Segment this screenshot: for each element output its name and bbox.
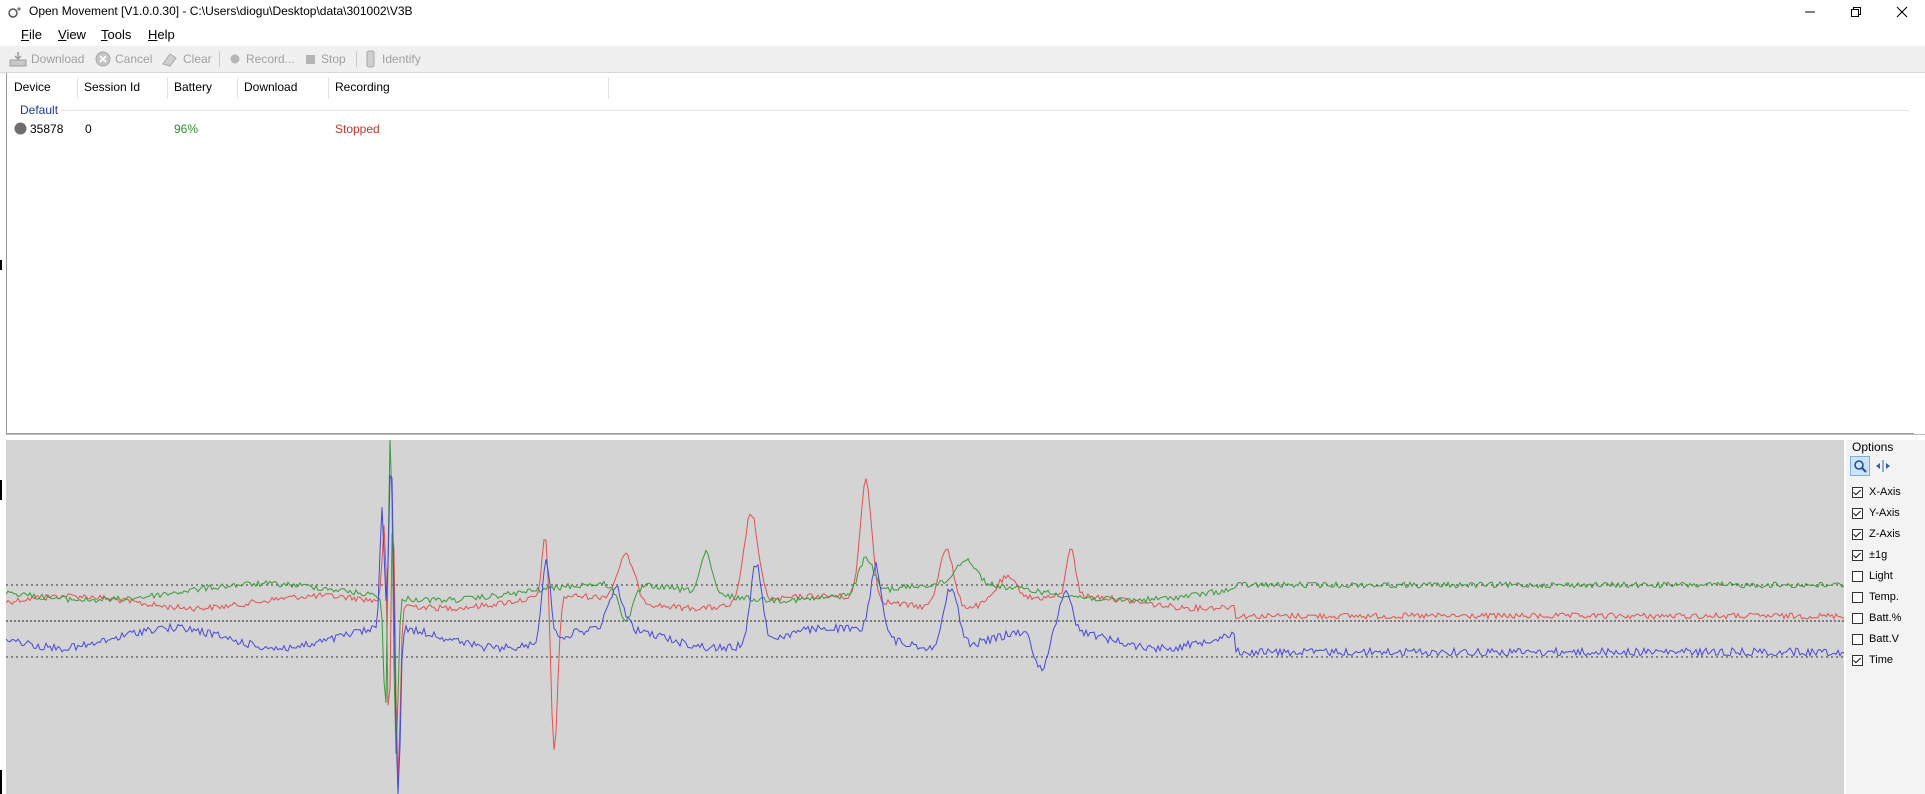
- clear-button[interactable]: Clear: [161, 50, 212, 68]
- pan-tool-button[interactable]: [1873, 456, 1893, 476]
- light-checkbox[interactable]: [1852, 570, 1863, 582]
- y-axis-trace: [6, 440, 1844, 754]
- restore-button[interactable]: [1833, 0, 1879, 24]
- close-icon: [1896, 6, 1908, 18]
- option-1g[interactable]: ±1g: [1852, 547, 1887, 563]
- stop-button[interactable]: Stop: [303, 50, 346, 68]
- x-axis-checkbox[interactable]: [1852, 486, 1863, 498]
- record-icon: [230, 54, 240, 64]
- eraser-icon: [162, 53, 177, 67]
- device-status-icon: [14, 122, 27, 135]
- toolbar-separator: [219, 51, 220, 67]
- accelerometer-graph[interactable]: [6, 440, 1844, 794]
- option-temp[interactable]: Temp.: [1852, 589, 1899, 605]
- minimize-button[interactable]: [1787, 0, 1833, 24]
- z-axis-checkbox[interactable]: [1852, 528, 1863, 540]
- window-left-edge: [0, 73, 3, 794]
- menu-help[interactable]: Help: [148, 27, 175, 42]
- recording-status-cell: Stopped: [335, 122, 380, 136]
- left-edge-mark: [0, 480, 2, 500]
- temp-checkbox[interactable]: [1852, 591, 1863, 603]
- battery-cell: 96%: [174, 122, 199, 136]
- device-icon: [366, 50, 375, 68]
- time-checkbox[interactable]: [1852, 654, 1863, 666]
- column-header-recording[interactable]: Recording: [335, 80, 390, 94]
- left-edge-mark: [0, 260, 2, 270]
- option-batt-percent[interactable]: Batt.%: [1852, 610, 1901, 626]
- download-button[interactable]: Download: [9, 50, 84, 68]
- stop-icon: [306, 55, 315, 64]
- option-batt-v[interactable]: Batt.V: [1852, 631, 1899, 647]
- device-list: Device Session Id Battery Download Recor…: [6, 73, 1914, 434]
- option-time[interactable]: Time: [1852, 652, 1893, 668]
- option-y-axis[interactable]: Y-Axis: [1852, 505, 1900, 521]
- column-header-battery[interactable]: Battery: [174, 80, 213, 94]
- column-divider[interactable]: [608, 77, 609, 99]
- record-button[interactable]: Record...: [228, 50, 295, 68]
- options-title: Options: [1852, 440, 1894, 454]
- column-divider[interactable]: [237, 77, 238, 99]
- accelerometer-plot: [6, 440, 1844, 794]
- open-movement-app-icon: [8, 7, 21, 18]
- panel-splitter[interactable]: [6, 434, 1925, 441]
- left-edge-mark: [0, 770, 2, 794]
- download-icon: [9, 52, 27, 67]
- batt-percent-checkbox[interactable]: [1852, 612, 1863, 624]
- toolbar: Download Cancel Clear Record... Stop Ide…: [0, 46, 1925, 73]
- horizontal-pan-icon: [1876, 460, 1890, 472]
- options-panel: Options X-Axis Y-Axis Z-Axis ±1g Light T…: [1846, 440, 1925, 794]
- group-divider: [61, 110, 1909, 111]
- group-label-default[interactable]: Default: [20, 103, 59, 117]
- batt-v-checkbox[interactable]: [1852, 633, 1863, 645]
- option-x-axis[interactable]: X-Axis: [1852, 484, 1901, 500]
- 1g-checkbox[interactable]: [1852, 549, 1863, 561]
- z-axis-trace: [6, 474, 1844, 794]
- option-light[interactable]: Light: [1852, 568, 1893, 584]
- column-divider[interactable]: [167, 77, 168, 99]
- magnifier-icon: [1854, 460, 1867, 473]
- session-id-cell: 0: [85, 122, 92, 136]
- title-bar: Open Movement [V1.0.0.30] - C:\Users\dio…: [0, 0, 1925, 24]
- menu-view[interactable]: View: [58, 27, 86, 42]
- close-button[interactable]: [1879, 0, 1925, 24]
- y-axis-checkbox[interactable]: [1852, 507, 1863, 519]
- identify-button[interactable]: Identify: [364, 50, 421, 68]
- column-header-download[interactable]: Download: [244, 80, 298, 94]
- menu-bar: File View Tools Help: [0, 24, 1925, 46]
- cancel-button[interactable]: Cancel: [95, 50, 152, 68]
- window-title: Open Movement [V1.0.0.30] - C:\Users\dio…: [29, 4, 413, 18]
- cancel-icon: [95, 51, 111, 67]
- column-header-device[interactable]: Device: [14, 80, 51, 94]
- zoom-tool-button[interactable]: [1850, 456, 1870, 476]
- menu-tools[interactable]: Tools: [101, 27, 132, 42]
- option-z-axis[interactable]: Z-Axis: [1852, 526, 1900, 542]
- restore-icon: [1851, 7, 1861, 17]
- column-divider[interactable]: [328, 77, 329, 99]
- x-axis-trace: [6, 478, 1844, 782]
- minimize-icon: [1805, 11, 1815, 13]
- column-header-session-id[interactable]: Session Id: [84, 80, 141, 94]
- column-divider[interactable]: [77, 77, 78, 99]
- toolbar-separator: [356, 51, 357, 67]
- menu-file[interactable]: File: [21, 27, 42, 42]
- device-id-cell: 35878: [30, 122, 64, 136]
